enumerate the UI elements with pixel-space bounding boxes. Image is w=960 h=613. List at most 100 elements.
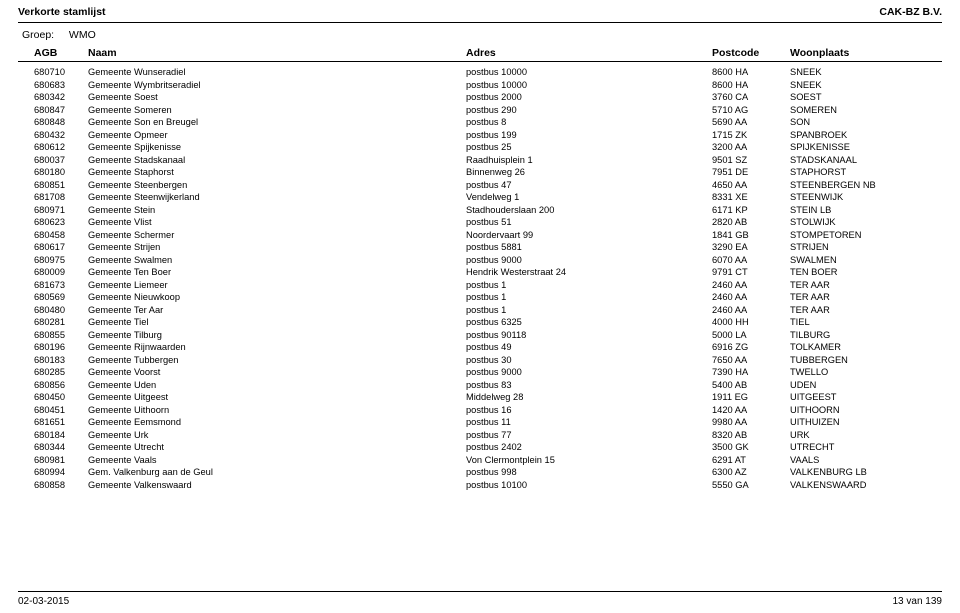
- cell-woonplaats: SPANBROEK: [790, 129, 940, 142]
- table-row: 680981Gemeente VaalsVon Clermontplein 15…: [18, 454, 942, 467]
- cell-adres: Binnenweg 26: [466, 166, 712, 179]
- top-bar: Verkorte stamlijst CAK-BZ B.V.: [18, 6, 942, 22]
- table-row: 680994Gem. Valkenburg aan de Geulpostbus…: [18, 466, 942, 479]
- cell-agb: 681673: [18, 279, 88, 292]
- cell-woonplaats: UITGEEST: [790, 391, 940, 404]
- cell-naam: Gemeente Uden: [88, 379, 466, 392]
- footer-date: 02-03-2015: [18, 596, 69, 607]
- table-row: 680458Gemeente SchermerNoordervaart 9918…: [18, 229, 942, 242]
- cell-agb: 680623: [18, 216, 88, 229]
- cell-agb: 680994: [18, 466, 88, 479]
- cell-agb: 680342: [18, 91, 88, 104]
- cell-woonplaats: STEENBERGEN NB: [790, 179, 940, 192]
- cell-adres: Noordervaart 99: [466, 229, 712, 242]
- cell-woonplaats: VALKENBURG LB: [790, 466, 940, 479]
- cell-naam: Gemeente Someren: [88, 104, 466, 117]
- cell-postcode: 6070 AA: [712, 254, 790, 267]
- cell-adres: postbus 1: [466, 279, 712, 292]
- table-row: 680975Gemeente Swalmenpostbus 90006070 A…: [18, 254, 942, 267]
- table-row: 680285Gemeente Voorstpostbus 90007390 HA…: [18, 366, 942, 379]
- cell-naam: Gemeente Soest: [88, 91, 466, 104]
- cell-adres: postbus 30: [466, 354, 712, 367]
- cell-postcode: 1420 AA: [712, 404, 790, 417]
- cell-woonplaats: SOMEREN: [790, 104, 940, 117]
- cell-naam: Gemeente Steenbergen: [88, 179, 466, 192]
- cell-postcode: 5550 GA: [712, 479, 790, 492]
- header-adres: Adres: [466, 47, 712, 59]
- table-row: 680847Gemeente Somerenpostbus 2905710 AG…: [18, 104, 942, 117]
- cell-agb: 680855: [18, 329, 88, 342]
- cell-postcode: 9980 AA: [712, 416, 790, 429]
- cell-woonplaats: TIEL: [790, 316, 940, 329]
- header-agb: AGB: [18, 47, 88, 59]
- cell-postcode: 5000 LA: [712, 329, 790, 342]
- cell-naam: Gemeente Valkenswaard: [88, 479, 466, 492]
- cell-postcode: 8331 XE: [712, 191, 790, 204]
- cell-postcode: 9501 SZ: [712, 154, 790, 167]
- table-row: 680623Gemeente Vlistpostbus 512820 ABSTO…: [18, 216, 942, 229]
- cell-adres: Middelweg 28: [466, 391, 712, 404]
- cell-agb: 680183: [18, 354, 88, 367]
- cell-adres: Vendelweg 1: [466, 191, 712, 204]
- cell-adres: postbus 9000: [466, 254, 712, 267]
- cell-naam: Gemeente Tiel: [88, 316, 466, 329]
- cell-adres: postbus 2402: [466, 441, 712, 454]
- table-row: 680569Gemeente Nieuwkooppostbus 12460 AA…: [18, 291, 942, 304]
- cell-agb: 680856: [18, 379, 88, 392]
- cell-agb: 680458: [18, 229, 88, 242]
- cell-agb: 680858: [18, 479, 88, 492]
- group-line: Groep: WMO: [22, 29, 942, 41]
- cell-naam: Gemeente Liemeer: [88, 279, 466, 292]
- cell-postcode: 3200 AA: [712, 141, 790, 154]
- table-row: 680851Gemeente Steenbergenpostbus 474650…: [18, 179, 942, 192]
- table-body: 680710Gemeente Wunseradielpostbus 100008…: [18, 66, 942, 491]
- cell-adres: postbus 9000: [466, 366, 712, 379]
- cell-woonplaats: SPIJKENISSE: [790, 141, 940, 154]
- cell-adres: postbus 5881: [466, 241, 712, 254]
- cell-postcode: 4650 AA: [712, 179, 790, 192]
- table-row: 680480Gemeente Ter Aarpostbus 12460 AATE…: [18, 304, 942, 317]
- cell-adres: postbus 90118: [466, 329, 712, 342]
- cell-naam: Gemeente Vaals: [88, 454, 466, 467]
- cell-agb: 680037: [18, 154, 88, 167]
- cell-postcode: 1715 ZK: [712, 129, 790, 142]
- cell-agb: 680617: [18, 241, 88, 254]
- table-header: AGB Naam Adres Postcode Woonplaats: [18, 45, 942, 59]
- table-row: 680180Gemeente StaphorstBinnenweg 267951…: [18, 166, 942, 179]
- group-label: Groep:: [22, 29, 66, 41]
- cell-postcode: 2820 AB: [712, 216, 790, 229]
- footer-page: 13 van 139: [893, 596, 943, 607]
- header-woonplaats: Woonplaats: [790, 47, 940, 59]
- cell-woonplaats: SON: [790, 116, 940, 129]
- cell-adres: Hendrik Westerstraat 24: [466, 266, 712, 279]
- cell-agb: 680432: [18, 129, 88, 142]
- cell-adres: postbus 6325: [466, 316, 712, 329]
- group-value: WMO: [69, 29, 96, 41]
- cell-postcode: 7951 DE: [712, 166, 790, 179]
- cell-adres: postbus 11: [466, 416, 712, 429]
- cell-postcode: 2460 AA: [712, 279, 790, 292]
- cell-adres: postbus 10000: [466, 66, 712, 79]
- cell-adres: postbus 1: [466, 304, 712, 317]
- cell-woonplaats: VAALS: [790, 454, 940, 467]
- table-row: 680281Gemeente Tielpostbus 63254000 HHTI…: [18, 316, 942, 329]
- cell-agb: 680612: [18, 141, 88, 154]
- table-row: 680971Gemeente SteinStadhouderslaan 2006…: [18, 204, 942, 217]
- cell-adres: postbus 998: [466, 466, 712, 479]
- cell-adres: Von Clermontplein 15: [466, 454, 712, 467]
- cell-naam: Gemeente Tilburg: [88, 329, 466, 342]
- cell-woonplaats: STADSKANAAL: [790, 154, 940, 167]
- cell-agb: 680975: [18, 254, 88, 267]
- cell-woonplaats: UTRECHT: [790, 441, 940, 454]
- cell-woonplaats: STOLWIJK: [790, 216, 940, 229]
- cell-agb: 680009: [18, 266, 88, 279]
- cell-postcode: 7390 HA: [712, 366, 790, 379]
- cell-adres: postbus 51: [466, 216, 712, 229]
- cell-agb: 680848: [18, 116, 88, 129]
- cell-naam: Gemeente Swalmen: [88, 254, 466, 267]
- cell-agb: 680285: [18, 366, 88, 379]
- table-row: 680858Gemeente Valkenswaardpostbus 10100…: [18, 479, 942, 492]
- cell-agb: 680480: [18, 304, 88, 317]
- table-row: 680184Gemeente Urkpostbus 778320 ABURK: [18, 429, 942, 442]
- cell-adres: Stadhouderslaan 200: [466, 204, 712, 217]
